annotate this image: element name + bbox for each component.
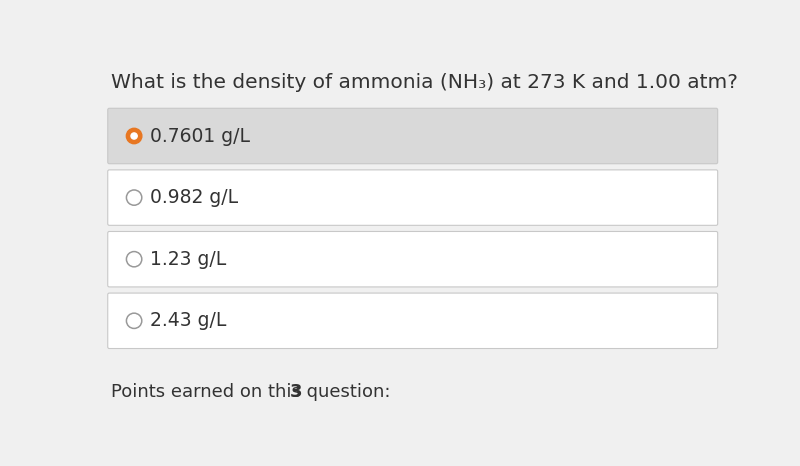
FancyBboxPatch shape — [108, 293, 718, 349]
Text: 0.982 g/L: 0.982 g/L — [150, 188, 238, 207]
Text: Points earned on this question:: Points earned on this question: — [111, 383, 396, 401]
Circle shape — [126, 313, 142, 329]
Text: What is the density of ammonia (NH₃) at 273 K and 1.00 atm?: What is the density of ammonia (NH₃) at … — [111, 73, 738, 92]
Circle shape — [131, 133, 138, 139]
Circle shape — [128, 253, 140, 265]
Text: 3: 3 — [290, 383, 302, 401]
Text: 1.23 g/L: 1.23 g/L — [150, 250, 226, 269]
Text: 2.43 g/L: 2.43 g/L — [150, 311, 226, 330]
Circle shape — [128, 315, 140, 327]
FancyBboxPatch shape — [108, 108, 718, 164]
Circle shape — [126, 128, 142, 144]
FancyBboxPatch shape — [108, 232, 718, 287]
Text: 0.7601 g/L: 0.7601 g/L — [150, 126, 250, 145]
Circle shape — [128, 192, 140, 204]
Circle shape — [126, 252, 142, 267]
Circle shape — [126, 190, 142, 206]
FancyBboxPatch shape — [108, 170, 718, 226]
